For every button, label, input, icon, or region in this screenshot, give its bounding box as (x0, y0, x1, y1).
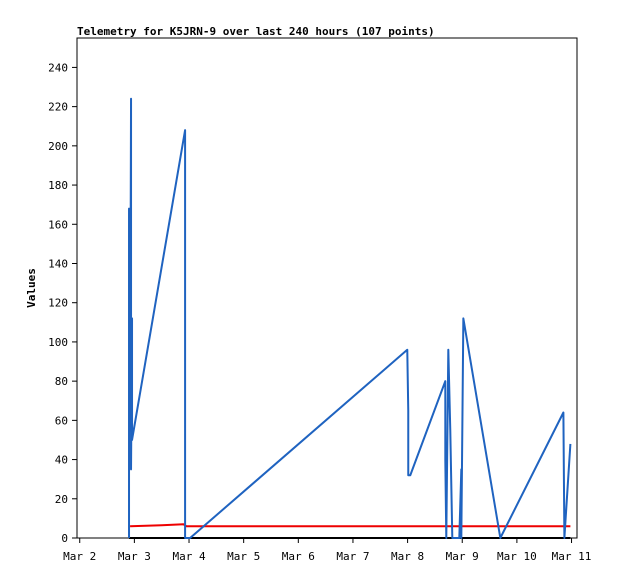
y-tick-label: 220 (48, 101, 68, 114)
x-tick-label: Mar 9 (446, 550, 479, 563)
y-tick-label: 0 (61, 532, 68, 545)
y-axis-label: Values (25, 268, 38, 308)
y-tick-label: 160 (48, 218, 68, 231)
x-tick-label: Mar 10 (497, 550, 537, 563)
x-tick-label: Mar 4 (172, 550, 205, 563)
chart-title: Telemetry for K5JRN-9 over last 240 hour… (77, 25, 435, 38)
y-tick-label: 140 (48, 257, 68, 270)
y-tick-label: 100 (48, 336, 68, 349)
y-tick-label: 240 (48, 61, 68, 74)
series-line (128, 97, 572, 539)
y-tick-label: 60 (55, 414, 68, 427)
plot-frame (76, 37, 578, 539)
x-tick-label: Mar 2 (63, 550, 96, 563)
y-tick-label: 40 (55, 454, 68, 467)
x-tick-label: Mar 5 (227, 550, 260, 563)
series-line (130, 523, 571, 528)
x-tick-label: Mar 6 (282, 550, 315, 563)
x-tick-label: Mar 7 (336, 550, 369, 563)
x-tick-label: Mar 3 (118, 550, 151, 563)
x-tick-label: Mar 8 (391, 550, 424, 563)
y-tick-label: 20 (55, 493, 68, 506)
y-tick-label: 200 (48, 140, 68, 153)
x-tick-label: Mar 11 (552, 550, 592, 563)
y-tick-label: 120 (48, 297, 68, 310)
y-tick-label: 80 (55, 375, 68, 388)
y-tick-label: 180 (48, 179, 68, 192)
